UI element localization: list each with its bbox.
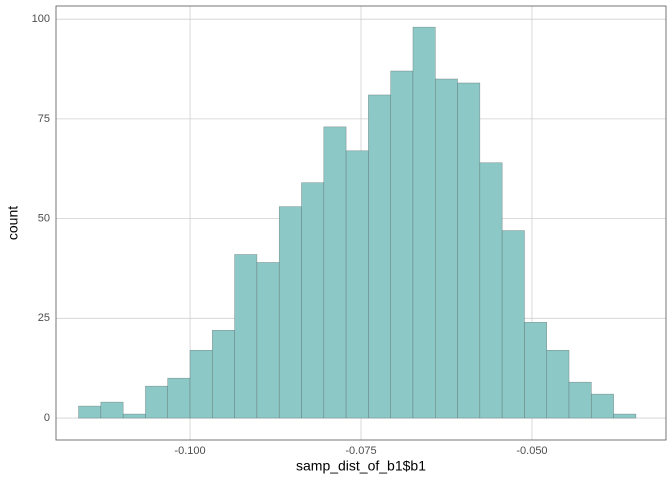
bar (568, 381, 592, 419)
bar (256, 262, 280, 419)
bar (100, 401, 124, 419)
bar (78, 405, 102, 419)
bar (167, 377, 191, 419)
bar (122, 413, 146, 419)
x-tick-label: -0.100 (174, 445, 205, 457)
x-tick-label: -0.075 (345, 445, 376, 457)
bar (591, 393, 614, 419)
bar (435, 78, 458, 419)
bar (412, 26, 436, 419)
bar (145, 385, 168, 419)
y-tick-label: 0 (44, 412, 50, 424)
y-tick-label: 50 (38, 213, 50, 225)
bar (189, 349, 213, 419)
bar (524, 322, 547, 419)
bar (613, 413, 637, 419)
bar (390, 70, 414, 419)
bar (212, 330, 235, 419)
bar (501, 230, 525, 419)
panel-border (55, 5, 667, 441)
y-tick-label: 100 (32, 13, 50, 25)
y-axis-title: count (5, 206, 21, 240)
bar (345, 150, 369, 419)
bar (546, 349, 570, 419)
x-axis-title: samp_dist_of_b1$b1 (296, 458, 426, 474)
y-tick-label: 25 (38, 312, 50, 324)
bar (457, 82, 481, 419)
bar (479, 162, 503, 419)
bar (278, 206, 302, 419)
bar (323, 126, 347, 419)
bar (368, 94, 391, 419)
x-tick-label: -0.050 (516, 445, 547, 457)
bar (234, 254, 258, 419)
bar (301, 182, 325, 419)
y-tick-label: 75 (38, 113, 50, 125)
